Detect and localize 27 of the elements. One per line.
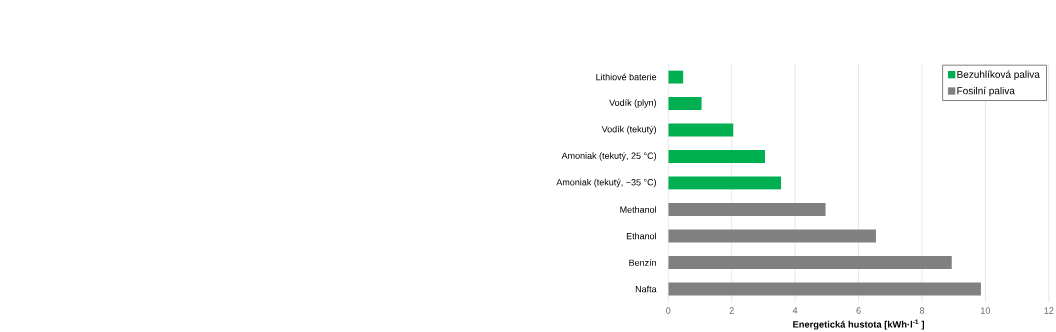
x-axis-title: Energetická hustota [kWh·l$^{-1}$ ] bbox=[793, 319, 924, 330]
bar bbox=[668, 203, 826, 217]
bar bbox=[668, 97, 702, 111]
bar bbox=[668, 176, 782, 190]
bar bbox=[668, 256, 952, 270]
legend-label: Fosilní paliva bbox=[957, 86, 1015, 97]
bar bbox=[668, 123, 734, 137]
y-tick-label: Ethanol bbox=[626, 232, 656, 240]
bar bbox=[668, 150, 765, 164]
y-tick-label: Nafta bbox=[635, 285, 657, 293]
x-tick-label: 0 bbox=[666, 307, 671, 314]
y-tick-label: Benzín bbox=[629, 259, 657, 267]
x-tick-label: 10 bbox=[981, 307, 991, 314]
bar bbox=[668, 282, 981, 296]
x-tick-label: 4 bbox=[792, 307, 798, 314]
x-tick-label: 8 bbox=[919, 307, 925, 314]
y-tick-label: Vodík (plyn) bbox=[609, 99, 657, 108]
x-tick-label: 2 bbox=[729, 307, 734, 314]
y-tick-label: Vodík (tekutý) bbox=[601, 125, 657, 135]
y-tick-label: Methanol bbox=[620, 206, 656, 213]
legend-label: Bezuhlíková paliva bbox=[957, 70, 1040, 81]
y-tick-label: Lithiové baterie bbox=[596, 73, 657, 81]
x-tick-label: 12 bbox=[1044, 307, 1054, 314]
y-tick-label: Amoniak (tekutý, −35 °C) bbox=[556, 178, 657, 188]
x-tick-label: 6 bbox=[856, 307, 861, 314]
y-tick-label: Amoniak (tekutý, 25 °C) bbox=[561, 152, 657, 161]
bar bbox=[668, 229, 876, 243]
